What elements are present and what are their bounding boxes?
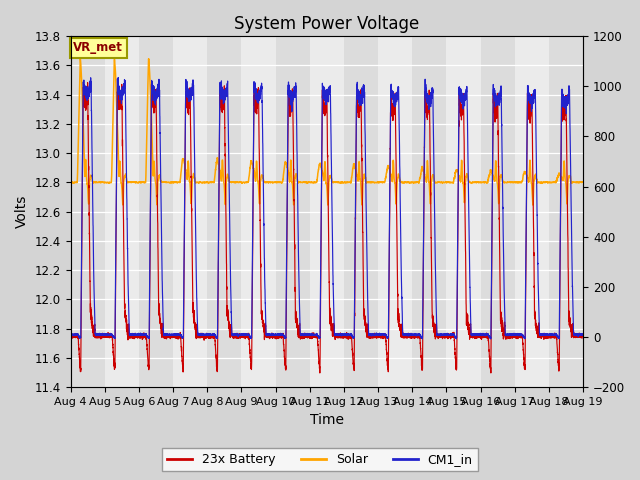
X-axis label: Time: Time: [310, 413, 344, 427]
Bar: [173, 36, 207, 387]
Bar: [276, 36, 310, 387]
Bar: [481, 36, 515, 387]
Y-axis label: Volts: Volts: [15, 195, 29, 228]
Bar: [139, 36, 173, 387]
Bar: [207, 36, 241, 387]
Text: VR_met: VR_met: [73, 41, 123, 54]
Bar: [105, 36, 139, 387]
Bar: [70, 36, 105, 387]
Title: System Power Voltage: System Power Voltage: [234, 15, 419, 33]
Bar: [515, 36, 549, 387]
Bar: [241, 36, 276, 387]
Bar: [378, 36, 412, 387]
Bar: [412, 36, 447, 387]
Bar: [344, 36, 378, 387]
Legend: 23x Battery, Solar, CM1_in: 23x Battery, Solar, CM1_in: [163, 448, 477, 471]
Bar: [310, 36, 344, 387]
Bar: [447, 36, 481, 387]
Bar: [549, 36, 583, 387]
